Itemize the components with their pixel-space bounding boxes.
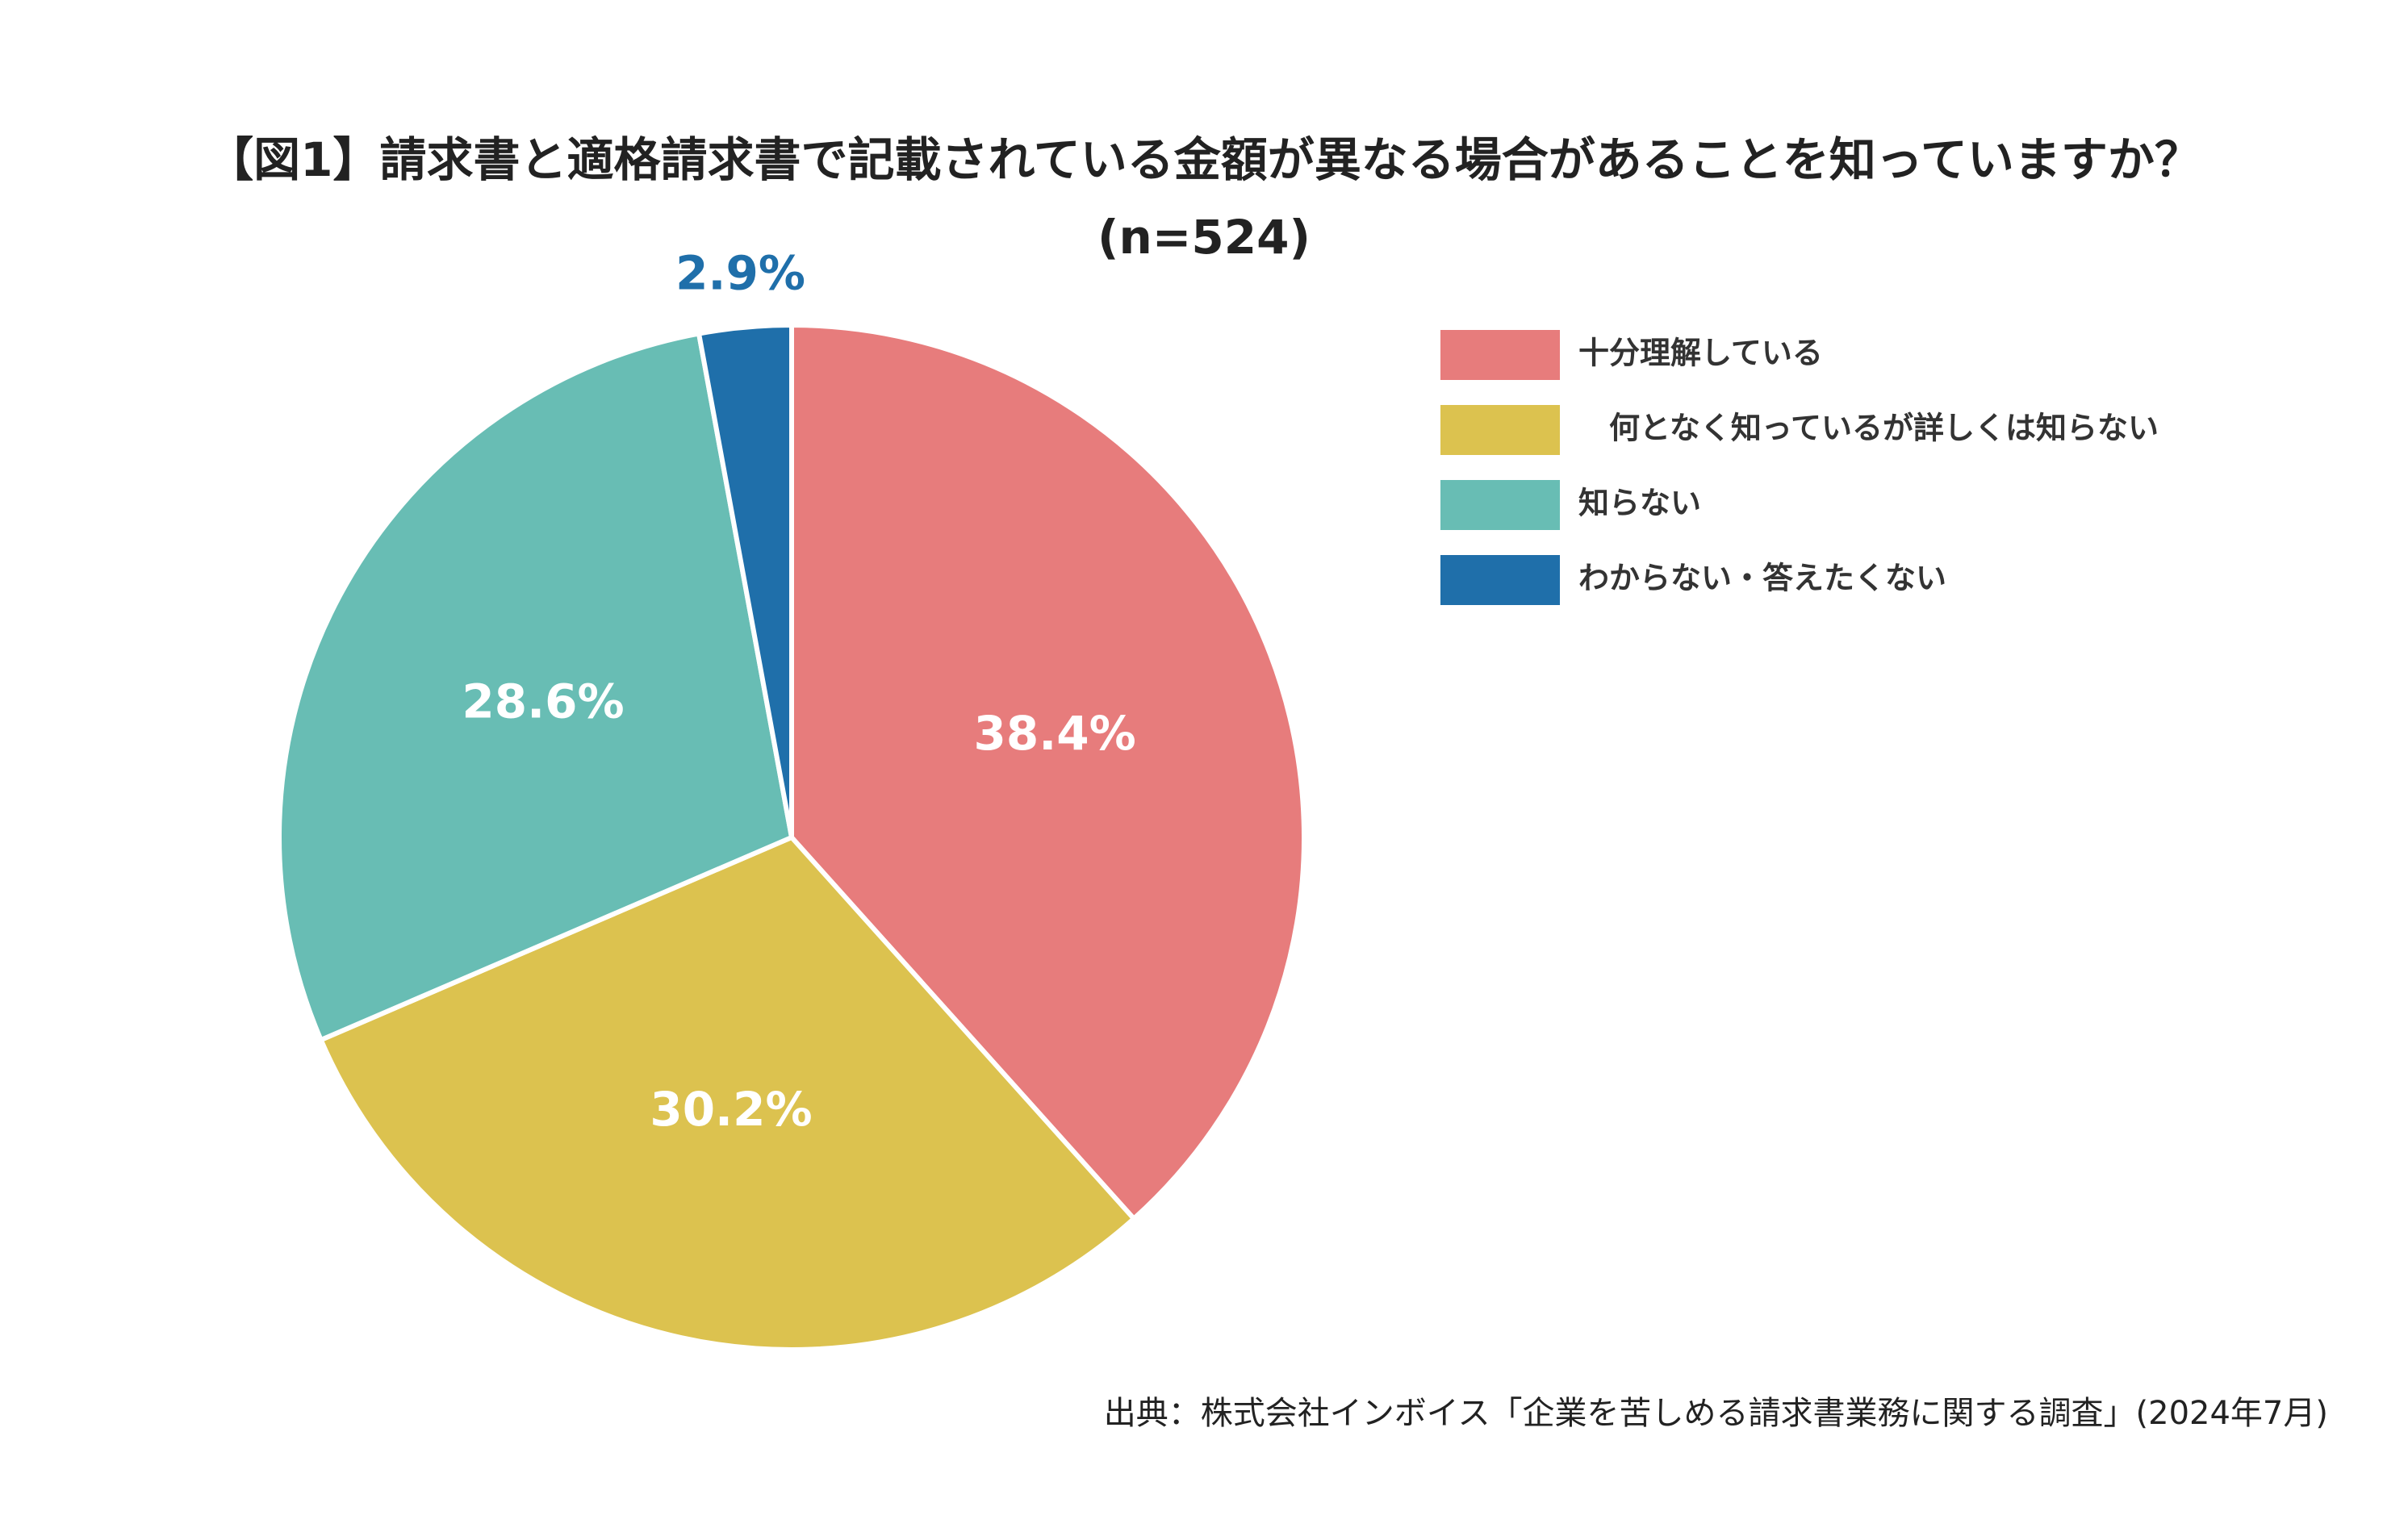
legend-swatch <box>1440 480 1560 530</box>
source-note: 出典：株式会社インボイス「企業を苦しめる請求書業務に関する調査」(2024年7月… <box>1104 1395 2328 1432</box>
slice-label: 30.2% <box>650 1082 812 1137</box>
legend-swatch <box>1440 330 1560 380</box>
legend-swatch <box>1440 405 1560 455</box>
slice-label: 2.9% <box>675 246 805 301</box>
pie-slice <box>789 322 1306 1222</box>
slice-label: 28.6% <box>462 674 624 728</box>
pie-slice <box>277 330 795 1043</box>
legend-label: 知らない <box>1578 486 1701 521</box>
legend-label: 何となく知っているが詳しくは知らない <box>1578 411 2159 446</box>
legend-label: わからない・答えたくない <box>1578 561 1946 596</box>
pie-slice <box>696 322 794 838</box>
chart-subtitle: (n=524) <box>1097 210 1311 265</box>
legend-swatch <box>1440 555 1560 605</box>
legend-label: 十分理解している <box>1578 336 1823 371</box>
chart-title: 【図1】請求書と適格請求書で記載されている金額が異なる場合があることを知っていま… <box>207 132 2201 187</box>
pie-slice <box>317 834 1138 1352</box>
slice-label: 38.4% <box>974 706 1136 761</box>
